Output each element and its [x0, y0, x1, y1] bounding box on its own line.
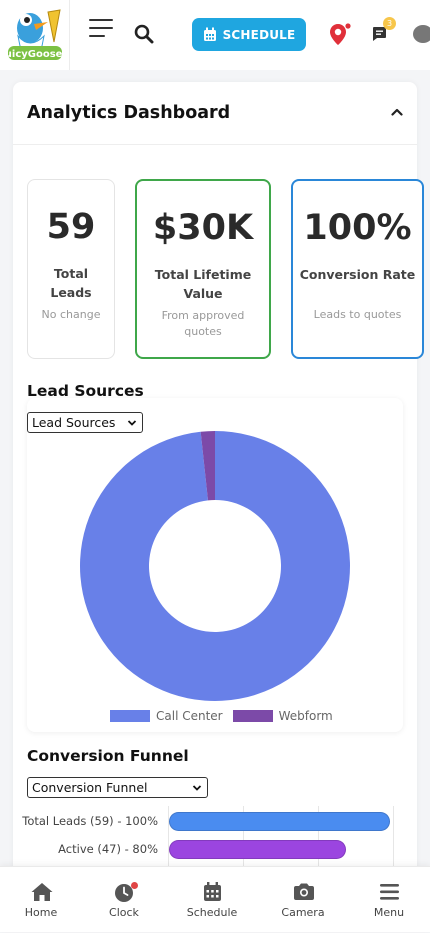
calendar-icon: [204, 882, 221, 901]
legend-label: Webform: [278, 709, 333, 723]
lead-sources-donut-chart: [79, 431, 350, 701]
hamburger-menu-icon[interactable]: [89, 19, 113, 41]
schedule-button[interactable]: SCHEDULE: [192, 18, 306, 51]
analytics-header[interactable]: Analytics Dashboard: [13, 82, 417, 145]
nav-menu[interactable]: Menu: [349, 867, 429, 933]
lead-sources-select-value: Lead Sources: [32, 415, 116, 430]
app-logo[interactable]: JuicyGoosey: [0, 0, 70, 70]
stat-value: $30K: [152, 208, 254, 248]
stat-card-lifetime-value: $30K Total Lifetime Value From approved …: [135, 179, 271, 359]
notification-badge: 3: [383, 17, 396, 30]
stat-subtext: From approved quotes: [161, 309, 245, 338]
stat-subtext: No change: [41, 308, 101, 321]
logo-text: JuicyGoosey: [4, 49, 66, 60]
nav-label: Menu: [373, 906, 405, 919]
stat-label: Total Lifetime Value: [154, 267, 252, 301]
juicygoosey-logo-icon: JuicyGoosey: [4, 9, 66, 60]
nav-camera[interactable]: Camera: [263, 867, 343, 933]
donut-slice-webform[interactable]: [200, 431, 215, 501]
messages-icon[interactable]: [371, 26, 387, 46]
funnel-bar[interactable]: [169, 812, 390, 831]
chevron-down-icon: [192, 785, 202, 791]
nav-label: Home: [24, 906, 58, 919]
legend-swatch: [110, 710, 150, 722]
nav-label: Schedule: [186, 906, 238, 919]
stat-subtext: Leads to quotes: [313, 308, 402, 321]
stat-label: Conversion Rate: [299, 267, 416, 282]
lead-sources-select[interactable]: Lead Sources: [27, 412, 143, 433]
stat-label: Total Leads: [50, 266, 92, 300]
page-title: Analytics Dashboard: [27, 103, 231, 123]
top-bar: JuicyGoosey SCHEDULE: [0, 0, 430, 70]
stat-value: 59: [46, 207, 96, 247]
calendar-icon: [203, 27, 216, 41]
legend-item[interactable]: Call Center: [110, 709, 223, 723]
funnel-bar-label: Active (47) - 80%: [58, 842, 158, 856]
grid-line: [168, 806, 169, 874]
stat-card-total-leads: 59 Total Leads No change: [27, 179, 115, 359]
legend-label: Call Center: [156, 709, 223, 723]
lead-sources-legend: Call Center Webform: [110, 709, 343, 723]
lead-sources-title: Lead Sources: [27, 382, 144, 400]
conversion-funnel-select[interactable]: Conversion Funnel: [27, 777, 208, 798]
menu-icon: [380, 884, 399, 900]
conversion-funnel-select-value: Conversion Funnel: [32, 780, 148, 795]
legend-item[interactable]: Webform: [232, 709, 333, 723]
notification-dot: [131, 882, 138, 889]
chevron-down-icon: [127, 420, 137, 426]
nav-label: Camera: [281, 906, 325, 919]
conversion-funnel-title: Conversion Funnel: [27, 747, 189, 765]
home-icon: [31, 883, 53, 901]
nav-home[interactable]: Home: [1, 867, 81, 933]
clock-icon: [115, 884, 133, 902]
nav-schedule[interactable]: Schedule: [172, 867, 252, 933]
grid-line: [393, 806, 394, 874]
nav-label: Clock: [109, 906, 139, 919]
camera-icon: [294, 883, 314, 900]
search-icon[interactable]: [134, 24, 154, 48]
nav-clock[interactable]: Clock: [84, 867, 164, 933]
location-pin-icon[interactable]: [329, 23, 351, 51]
avatar[interactable]: [413, 25, 430, 43]
donut-slice-call-center[interactable]: [79, 431, 350, 701]
funnel-bar[interactable]: [169, 840, 346, 859]
legend-swatch: [232, 710, 273, 722]
chevron-up-icon[interactable]: [391, 108, 403, 116]
bottom-navigation: Home Clock Schedule Camera: [0, 866, 430, 932]
schedule-button-label: SCHEDULE: [222, 27, 296, 42]
funnel-bar-label: Total Leads (59) - 100%: [22, 814, 158, 828]
stat-value: 100%: [303, 208, 412, 248]
stat-card-conversion-rate: 100% Conversion Rate Leads to quotes: [291, 179, 424, 359]
